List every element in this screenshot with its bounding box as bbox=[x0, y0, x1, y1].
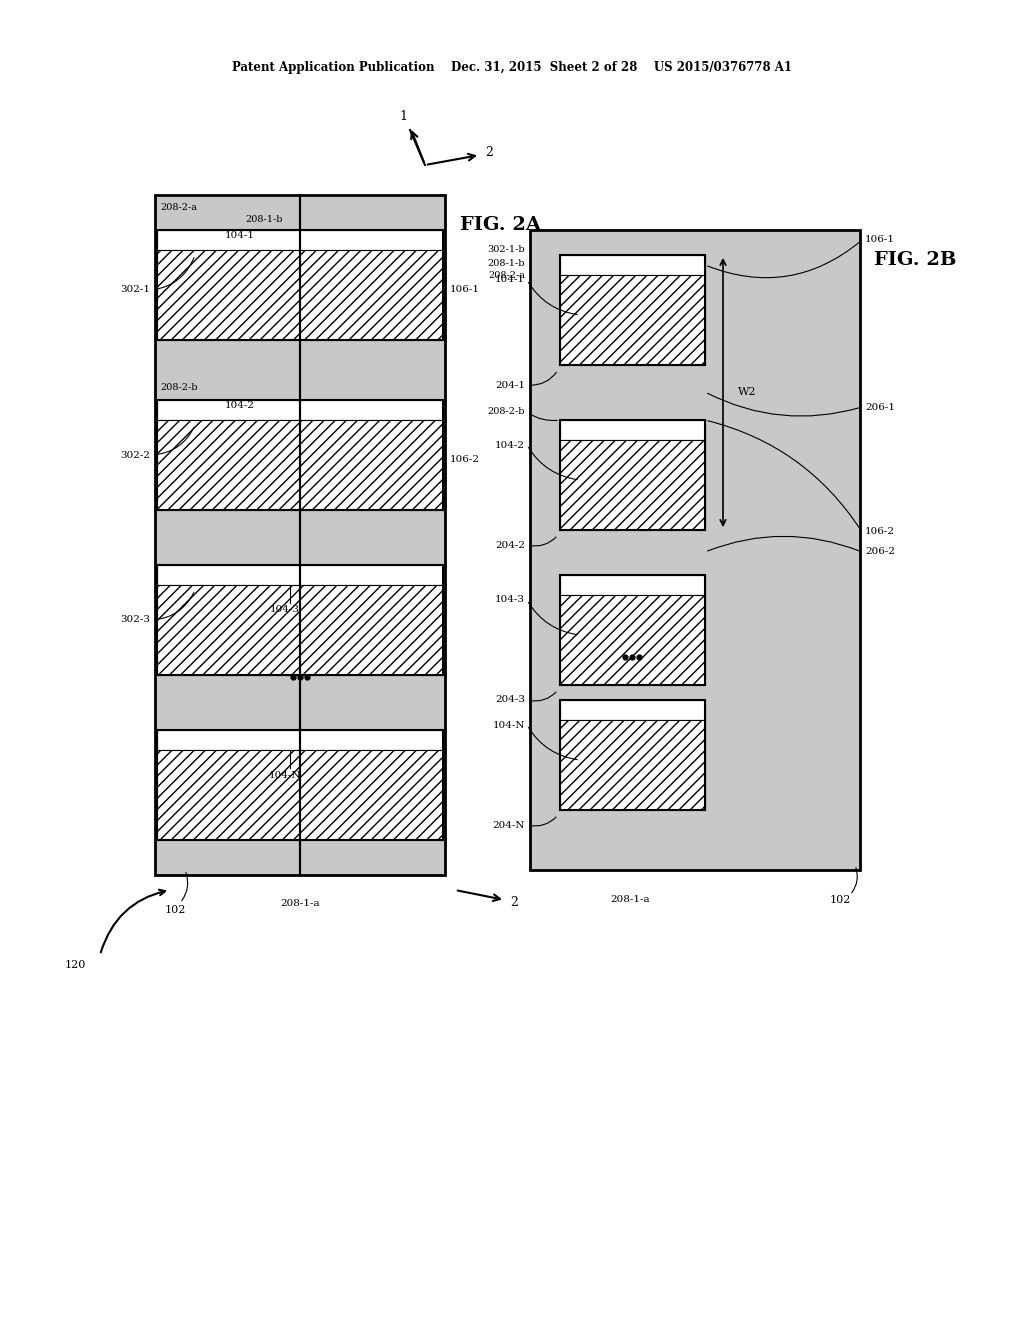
Text: 302-2: 302-2 bbox=[120, 450, 150, 459]
Text: 206-1: 206-1 bbox=[865, 403, 895, 412]
Text: 302-3: 302-3 bbox=[120, 615, 150, 624]
Text: 204-N: 204-N bbox=[493, 821, 525, 829]
Text: 206-2: 206-2 bbox=[865, 548, 895, 557]
Text: 208-1-a: 208-1-a bbox=[281, 899, 319, 908]
Text: Patent Application Publication    Dec. 31, 2015  Sheet 2 of 28    US 2015/037677: Patent Application Publication Dec. 31, … bbox=[232, 62, 792, 74]
Text: 204-1: 204-1 bbox=[495, 380, 525, 389]
Text: 208-2-b: 208-2-b bbox=[487, 408, 525, 417]
Bar bbox=[157, 400, 443, 510]
Bar bbox=[560, 255, 705, 366]
Bar bbox=[560, 700, 705, 719]
Text: 104-N: 104-N bbox=[493, 721, 525, 730]
Text: 104-2: 104-2 bbox=[495, 441, 525, 450]
Text: 204-3: 204-3 bbox=[495, 696, 525, 705]
Text: 2: 2 bbox=[485, 147, 493, 160]
Bar bbox=[157, 750, 443, 840]
Text: 208-2-a: 208-2-a bbox=[488, 271, 525, 280]
Bar bbox=[157, 730, 443, 840]
Bar bbox=[155, 195, 445, 875]
Text: 204-2: 204-2 bbox=[495, 540, 525, 549]
Bar bbox=[560, 576, 705, 595]
Bar bbox=[157, 420, 443, 510]
Bar bbox=[560, 255, 705, 275]
Text: W2: W2 bbox=[738, 387, 757, 397]
Text: 104-1: 104-1 bbox=[225, 231, 255, 239]
Bar bbox=[560, 595, 705, 685]
Bar bbox=[157, 565, 443, 675]
Text: 302-1-b: 302-1-b bbox=[487, 246, 525, 255]
Bar bbox=[157, 565, 443, 585]
Text: 106-2: 106-2 bbox=[865, 528, 895, 536]
Bar bbox=[157, 400, 443, 420]
Text: 208-1-a: 208-1-a bbox=[610, 895, 650, 904]
Text: 2: 2 bbox=[510, 895, 518, 908]
Bar bbox=[530, 230, 860, 870]
Bar bbox=[560, 700, 705, 810]
Bar bbox=[157, 249, 443, 341]
Text: 104-3: 104-3 bbox=[270, 606, 300, 615]
Text: 106-1: 106-1 bbox=[865, 235, 895, 244]
Bar bbox=[560, 440, 705, 531]
Bar bbox=[560, 420, 705, 440]
Text: 208-1-b: 208-1-b bbox=[487, 259, 525, 268]
Text: 1: 1 bbox=[399, 111, 407, 124]
Text: 104-3: 104-3 bbox=[495, 595, 525, 605]
Text: 302-1: 302-1 bbox=[120, 285, 150, 294]
Text: FIG. 2A: FIG. 2A bbox=[460, 216, 541, 234]
Text: 208-2-a: 208-2-a bbox=[160, 203, 197, 213]
Bar bbox=[560, 576, 705, 685]
Text: 104-1: 104-1 bbox=[495, 276, 525, 285]
Text: 104-N: 104-N bbox=[268, 771, 301, 780]
Bar bbox=[157, 585, 443, 675]
Text: 104-2: 104-2 bbox=[225, 400, 255, 409]
Text: 208-1-b: 208-1-b bbox=[245, 215, 283, 224]
Text: 102: 102 bbox=[829, 895, 851, 906]
Bar bbox=[560, 275, 705, 366]
Bar bbox=[560, 420, 705, 531]
Text: 106-1: 106-1 bbox=[450, 285, 480, 294]
Bar bbox=[157, 730, 443, 750]
Text: 208-2-b: 208-2-b bbox=[160, 384, 198, 392]
Text: 120: 120 bbox=[65, 960, 86, 970]
Bar bbox=[157, 230, 443, 341]
Text: FIG. 2B: FIG. 2B bbox=[873, 251, 956, 269]
Text: 106-2: 106-2 bbox=[450, 455, 480, 465]
Bar bbox=[157, 230, 443, 249]
Bar bbox=[560, 719, 705, 810]
Text: 102: 102 bbox=[165, 906, 186, 915]
